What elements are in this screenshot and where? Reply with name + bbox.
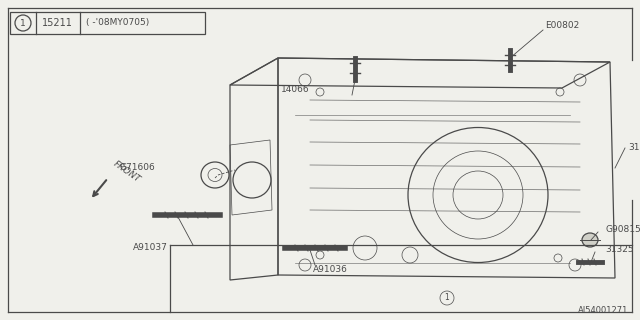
Text: G90815: G90815 bbox=[605, 226, 640, 235]
Text: E00802: E00802 bbox=[545, 21, 579, 30]
Bar bbox=[10, 12, 205, 34]
Text: 14066: 14066 bbox=[282, 85, 310, 94]
Text: A91037: A91037 bbox=[132, 244, 168, 252]
Text: AI54001271: AI54001271 bbox=[578, 306, 628, 315]
Text: G71606: G71606 bbox=[119, 164, 155, 172]
Text: 1: 1 bbox=[20, 19, 26, 28]
Text: 1: 1 bbox=[445, 293, 449, 302]
Text: 31311: 31311 bbox=[628, 143, 640, 153]
Text: ( -'08MY0705): ( -'08MY0705) bbox=[86, 19, 149, 28]
Text: 15211: 15211 bbox=[42, 18, 73, 28]
Ellipse shape bbox=[582, 233, 598, 247]
Text: FRONT: FRONT bbox=[112, 159, 142, 185]
Text: A91036: A91036 bbox=[312, 266, 348, 275]
Text: 31325: 31325 bbox=[605, 245, 634, 254]
